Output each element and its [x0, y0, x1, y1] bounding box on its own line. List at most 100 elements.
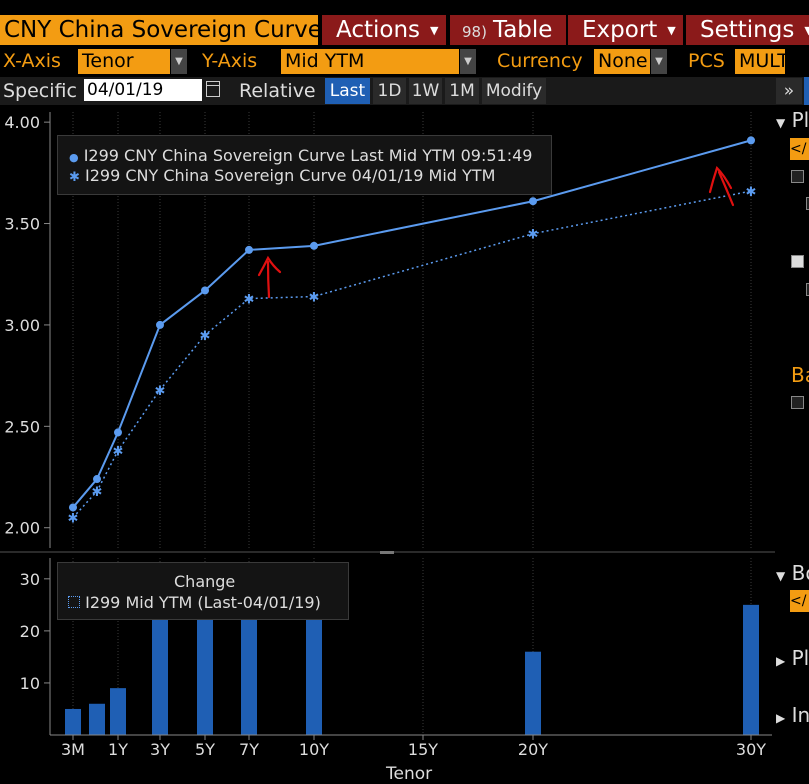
y-tick-label: 2.00	[4, 519, 40, 538]
chevron-right-icon: ▶	[776, 711, 786, 725]
x-tick-label: 30Y	[736, 740, 766, 759]
data-point	[156, 320, 164, 329]
upper-y-ticks: 2.00 2.50 3.00 3.50 4.00	[4, 113, 50, 538]
page-title: CNY China Sovereign Curve	[0, 15, 318, 45]
export-menu[interactable]: Export ▼	[568, 15, 683, 45]
chevron-right-icon: ▶	[776, 654, 786, 668]
plot-section-label: Pl	[791, 108, 809, 132]
legend-label-historical: I299 CNY China Sovereign Curve 04/01/19 …	[85, 166, 496, 185]
plot-section-header[interactable]: ▼ Pl	[776, 108, 809, 132]
table-button[interactable]: 98) Table	[450, 15, 566, 45]
date-row: Specific 04/01/19 Relative Last 1D 1W 1M…	[0, 77, 809, 105]
x-tick-label: 20Y	[518, 740, 548, 759]
y-tick-label: 2.50	[4, 417, 40, 436]
data-point: ✱	[746, 185, 757, 200]
ba-section-label: Ba	[791, 363, 809, 387]
change-bar	[110, 688, 126, 735]
option-checkbox-3[interactable]	[791, 255, 804, 268]
y-tick-label: 30	[20, 570, 40, 589]
settings-label: Settings	[700, 17, 795, 43]
option-checkbox-4[interactable]	[806, 283, 809, 296]
option-checkbox-2[interactable]	[806, 197, 809, 210]
y-tick-label: 4.00	[4, 113, 40, 132]
date-input[interactable]: 04/01/19	[84, 79, 202, 101]
chevron-down-icon: ▼	[776, 569, 786, 583]
lower-y-ticks: 10 20 30	[20, 570, 50, 693]
x-tick-label: 3M	[61, 740, 85, 759]
change-bar	[241, 610, 257, 735]
legend-item-historical: ✱ I299 CNY China Sovereign Curve 04/01/1…	[69, 166, 495, 185]
y-axis-select[interactable]: Mid YTM	[281, 49, 459, 74]
actions-menu[interactable]: Actions ▼	[322, 15, 446, 45]
axis-selector-row: X-Axis Tenor ▼ Y-Axis Mid YTM ▼ Currency…	[0, 46, 809, 76]
settings-menu[interactable]: Settings ▼	[686, 15, 809, 45]
data-point	[114, 428, 122, 437]
currency-label: Currency	[497, 50, 583, 72]
y-axis-dropdown-icon[interactable]: ▼	[460, 49, 476, 74]
series-line-last	[72, 139, 752, 509]
bo-section-header[interactable]: ▼ Bo	[776, 561, 809, 585]
annotation-arrow-30y	[708, 165, 735, 207]
data-point	[310, 241, 318, 250]
bar-swatch-icon	[68, 596, 80, 608]
data-point	[201, 286, 209, 295]
calendar-icon[interactable]	[206, 81, 220, 97]
caret-down-icon: ▼	[667, 23, 676, 37]
1d-button[interactable]: 1D	[373, 78, 406, 104]
data-point	[529, 197, 537, 206]
caret-down-icon: ▼	[804, 23, 809, 37]
bo-field[interactable]: </	[790, 590, 809, 612]
data-point: ✱	[200, 329, 211, 344]
title-bar: CNY China Sovereign Curve Actions ▼ 98) Ta…	[0, 0, 809, 45]
option-checkbox-5[interactable]	[791, 396, 804, 409]
data-point: ✱	[244, 293, 255, 308]
bar-legend-item: I299 Mid YTM (Last-04/01/19)	[68, 593, 321, 612]
modify-button[interactable]: Modify	[482, 78, 546, 104]
pane-splitter-handle[interactable]	[380, 551, 394, 554]
x-axis-dropdown-icon[interactable]: ▼	[171, 49, 187, 74]
bar-legend-label: I299 Mid YTM (Last-04/01/19)	[85, 593, 321, 612]
table-label: Table	[492, 17, 553, 43]
option-checkbox-1[interactable]	[791, 170, 804, 183]
specific-label: Specific	[3, 80, 77, 102]
change-bars	[65, 568, 759, 735]
in-section-header[interactable]: ▶ In	[776, 703, 809, 727]
1w-button[interactable]: 1W	[409, 78, 442, 104]
x-axis-select[interactable]: Tenor	[78, 49, 170, 74]
y-tick-label: 3.00	[4, 316, 40, 335]
in-section-label: In	[791, 703, 809, 727]
export-label: Export	[582, 17, 658, 43]
x-tick-label: 5Y	[195, 740, 215, 759]
x-tick-label: 3Y	[150, 740, 170, 759]
data-point: ✱	[92, 485, 103, 500]
data-point	[93, 475, 101, 484]
annotation-arrow-7y	[257, 255, 282, 299]
pcs-label: PCS	[688, 50, 725, 72]
data-point: ✱	[113, 445, 124, 460]
table-shortcut: 98)	[462, 23, 487, 41]
y-tick-label: 3.50	[4, 215, 40, 234]
x-tick-label: 7Y	[239, 740, 259, 759]
data-point: ✱	[309, 291, 320, 306]
y-tick-label: 10	[20, 674, 40, 693]
chevron-down-icon: ▼	[776, 116, 786, 130]
currency-dropdown-icon[interactable]: ▼	[651, 49, 667, 74]
legend-label-last: I299 CNY China Sovereign Curve Last Mid …	[83, 146, 533, 165]
pl-section-header[interactable]: ▶ Pl	[776, 646, 809, 670]
actions-label: Actions	[336, 17, 421, 43]
yield-lines: ✱ ✱ ✱ ✱ ✱ ✱ ✱ ✱ ✱	[68, 136, 757, 527]
change-bar	[525, 651, 541, 735]
x-axis-title: Tenor	[386, 764, 433, 784]
x-tick-label: 10Y	[299, 740, 329, 759]
expand-panel-button[interactable]: »	[776, 78, 802, 104]
x-tick-label: 15Y	[408, 740, 438, 759]
panel-tab[interactable]	[804, 77, 809, 105]
last-button[interactable]: Last	[325, 78, 370, 104]
data-point: ✱	[68, 512, 79, 527]
currency-select[interactable]: None	[594, 49, 650, 74]
1m-button[interactable]: 1M	[445, 78, 479, 104]
change-bar	[89, 703, 105, 735]
pcs-field[interactable]: MULT	[735, 49, 785, 74]
relative-label: Relative	[239, 80, 316, 102]
plot-field[interactable]: </	[790, 138, 809, 160]
